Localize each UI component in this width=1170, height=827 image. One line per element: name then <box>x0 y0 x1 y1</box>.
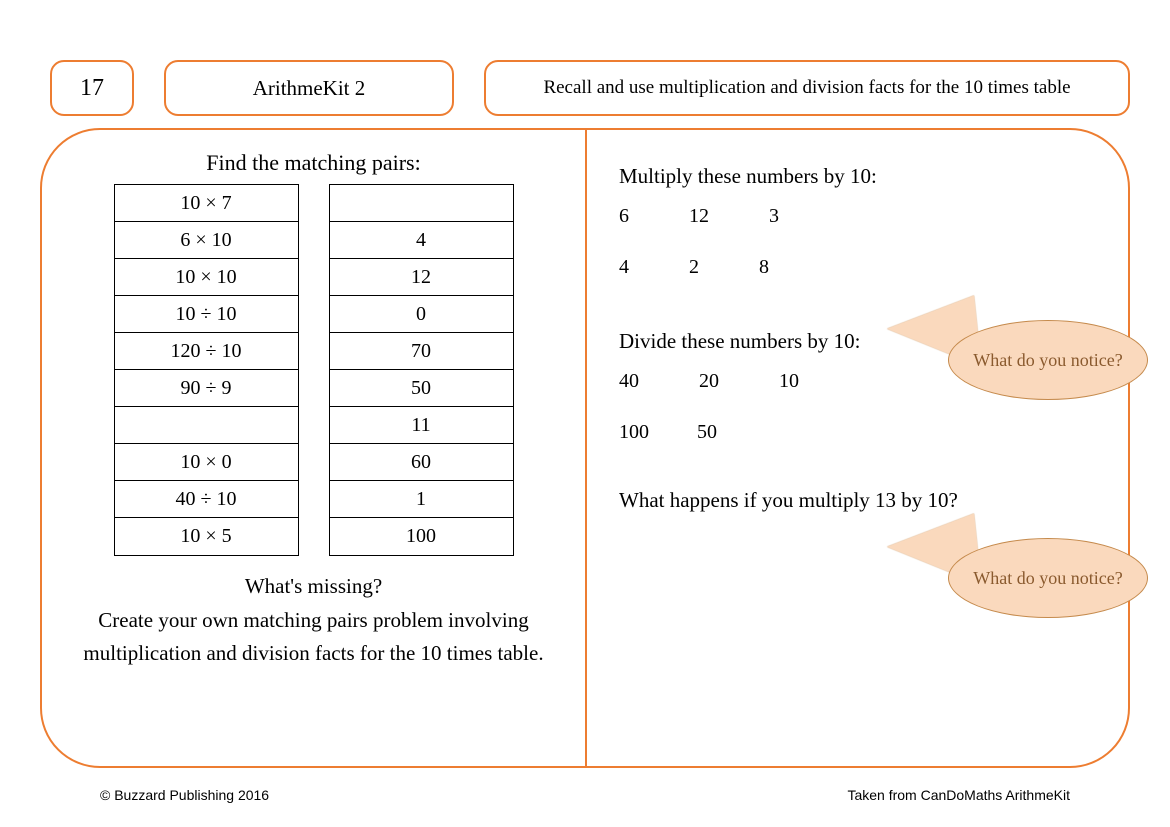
number: 6 <box>619 205 629 228</box>
expr-cell <box>115 407 298 444</box>
ans-cell: 11 <box>330 407 513 444</box>
objective-box: Recall and use multiplication and divisi… <box>484 60 1130 116</box>
expr-cell: 6 × 10 <box>115 222 298 259</box>
header-row: 17 ArithmeKit 2 Recall and use multiplic… <box>50 60 1130 116</box>
copyright-text: © Buzzard Publishing 2016 <box>100 787 269 803</box>
number: 40 <box>619 370 639 393</box>
kit-title-box: ArithmeKit 2 <box>164 60 454 116</box>
callout-bubble: What do you notice? <box>948 320 1148 400</box>
matching-tables: 10 × 7 6 × 10 10 × 10 10 ÷ 10 120 ÷ 10 9… <box>72 184 555 556</box>
number: 3 <box>769 205 779 228</box>
right-pane: Multiply these numbers by 10: 6 12 3 4 2… <box>585 130 1128 766</box>
multiply-row: 4 2 8 <box>619 256 1098 279</box>
lesson-number-box: 17 <box>50 60 134 116</box>
divide-row: 100 50 <box>619 421 1098 444</box>
notice-callout: What do you notice? <box>918 538 1148 620</box>
multiply-row: 6 12 3 <box>619 205 1098 228</box>
expr-cell: 40 ÷ 10 <box>115 481 298 518</box>
left-pane: Find the matching pairs: 10 × 7 6 × 10 1… <box>42 130 585 766</box>
number: 12 <box>689 205 709 228</box>
number: 8 <box>759 256 769 279</box>
missing-question: What's missing? <box>72 570 555 604</box>
expr-cell: 10 × 7 <box>115 185 298 222</box>
notice-callout: What do you notice? <box>918 320 1148 402</box>
answers-column: 4 12 0 70 50 11 60 1 100 <box>329 184 514 556</box>
expr-cell: 120 ÷ 10 <box>115 333 298 370</box>
ans-cell: 0 <box>330 296 513 333</box>
ans-cell: 4 <box>330 222 513 259</box>
expressions-column: 10 × 7 6 × 10 10 × 10 10 ÷ 10 120 ÷ 10 9… <box>114 184 299 556</box>
matching-heading: Find the matching pairs: <box>72 150 555 176</box>
worksheet-page: 17 ArithmeKit 2 Recall and use multiplic… <box>0 0 1170 827</box>
ans-cell <box>330 185 513 222</box>
ans-cell: 100 <box>330 518 513 555</box>
number: 4 <box>619 256 629 279</box>
expr-cell: 10 × 0 <box>115 444 298 481</box>
final-question: What happens if you multiply 13 by 10? <box>619 488 1098 513</box>
source-text: Taken from CanDoMaths ArithmeKit <box>847 787 1070 803</box>
ans-cell: 60 <box>330 444 513 481</box>
create-task: Create your own matching pairs problem i… <box>72 604 555 671</box>
left-bottom-text: What's missing? Create your own matching… <box>72 570 555 671</box>
ans-cell: 1 <box>330 481 513 518</box>
expr-cell: 10 × 10 <box>115 259 298 296</box>
expr-cell: 90 ÷ 9 <box>115 370 298 407</box>
number: 20 <box>699 370 719 393</box>
main-card: Find the matching pairs: 10 × 7 6 × 10 1… <box>40 128 1130 768</box>
ans-cell: 12 <box>330 259 513 296</box>
number: 50 <box>697 421 717 444</box>
number: 100 <box>619 421 649 444</box>
multiply-heading: Multiply these numbers by 10: <box>619 164 1098 189</box>
ans-cell: 50 <box>330 370 513 407</box>
ans-cell: 70 <box>330 333 513 370</box>
expr-cell: 10 × 5 <box>115 518 298 555</box>
number: 10 <box>779 370 799 393</box>
expr-cell: 10 ÷ 10 <box>115 296 298 333</box>
footer: © Buzzard Publishing 2016 Taken from Can… <box>100 787 1070 803</box>
number: 2 <box>689 256 699 279</box>
callout-bubble: What do you notice? <box>948 538 1148 618</box>
